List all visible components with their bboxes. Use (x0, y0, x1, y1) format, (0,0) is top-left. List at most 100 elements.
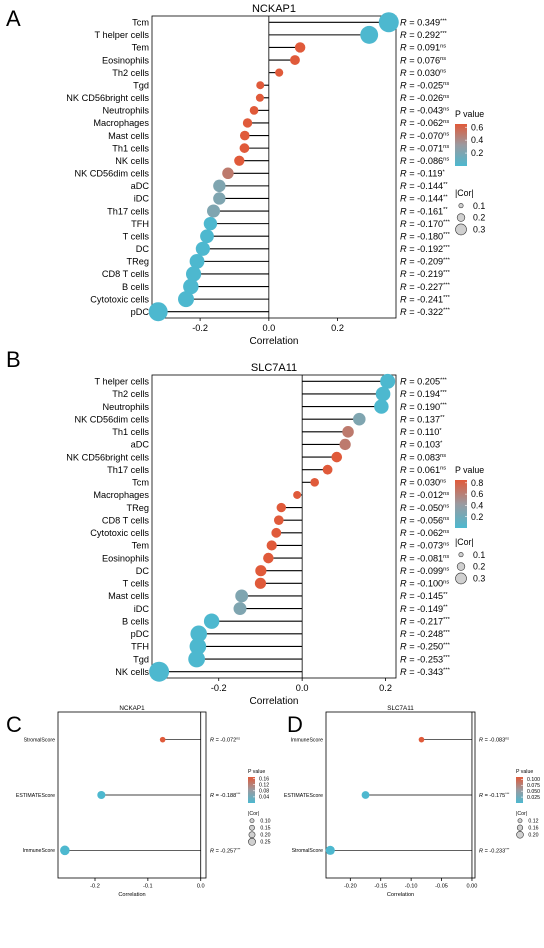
panel-c-cor-legend-label: 0.20 (260, 833, 270, 839)
panel-d-chart: SLC7A11 ImmuneScore R = -0.083ns ESTIMATESc… (284, 705, 540, 898)
panel-c-title: NCKAP1 (119, 705, 145, 712)
panel-b-pvalue-tick-label: 0.6 (471, 489, 483, 499)
panel-c-cor-legend-label: 0.25 (260, 840, 270, 846)
panel-b-point (322, 464, 333, 475)
panel-c-pvalue-tick-label: 0.08 (259, 789, 269, 795)
panel-d-point (418, 736, 425, 743)
panel-a-point (200, 229, 214, 244)
panel-b-x-tick-label: 0.0 (296, 683, 309, 693)
panel-b-cor-legend-dot (458, 552, 464, 558)
panel-c-category-label: StromalScore (24, 737, 56, 743)
panel-a-category-label: Neutrophils (103, 106, 150, 116)
panel-b-cor-legend-label: 0.1 (473, 550, 485, 560)
panel-b-category-label: Tem (132, 541, 150, 551)
panel-a-r-label: R = -0.119* (400, 169, 445, 179)
panel-d-pvalue-colorbar (516, 777, 523, 803)
panel-c-x-tick-label: -0.2 (90, 884, 100, 890)
panel-b-point (233, 602, 247, 616)
panel-d-category-label: StromalScore (292, 848, 324, 854)
panel-c-cor-legend-dot (249, 818, 255, 824)
panel-b-point (266, 540, 277, 551)
panel-b-point (190, 625, 207, 643)
panel-d-r-label: R = -0.083ns (479, 737, 509, 744)
panel-label-d: D (287, 712, 303, 737)
panel-a-category-label: Tem (132, 43, 150, 53)
panel-a-category-label: TReg (127, 257, 149, 267)
panel-a-cor-legend-label: 0.1 (473, 201, 485, 211)
panel-b-pvalue-tick-label: 0.2 (471, 512, 483, 522)
panel-a-r-label: R = 0.292*** (400, 30, 448, 40)
panel-b-point (254, 577, 267, 589)
panel-a-point (255, 93, 264, 102)
panel-b-point (310, 477, 319, 487)
panel-a-cor-legend-title: |Cor| (455, 188, 474, 198)
panel-d-x-tick-label: -0.20 (344, 884, 357, 890)
panel-a-pvalue-colorbar (455, 124, 467, 166)
panel-a-point (239, 130, 250, 141)
panel-b-r-label: R = -0.073ns (400, 541, 449, 551)
panel-a-category-label: CD8 T cells (102, 269, 150, 279)
panel-a-cor-legend-label: 0.2 (473, 213, 485, 223)
panel-b-category-label: NK CD56dim cells (74, 414, 149, 424)
panel-a-r-label: R = -0.070ns (400, 131, 449, 141)
panel-label-a: A (6, 6, 21, 31)
panel-a-r-label: R = 0.030ns (400, 68, 446, 78)
panel-b-title: SLC7A11 (251, 362, 297, 374)
panel-c-pvalue-tick-label: 0.04 (259, 795, 269, 801)
panel-b-r-label: R = 0.110* (400, 427, 442, 437)
panel-a-pvalue-legend-title: P value (455, 109, 484, 119)
panel-b-r-label: R = 0.103* (400, 440, 443, 450)
panel-d-cor-legend-dot (516, 824, 524, 831)
panel-c-pvalue-tick-label: 0.12 (259, 782, 269, 788)
panel-d-pvalue-legend-title: P value (516, 769, 533, 775)
panel-a-point (378, 12, 399, 33)
panel-a-r-label: R = -0.086ns (400, 156, 449, 166)
panel-b-category-label: Eosinophils (102, 553, 149, 563)
panel-b-cor-legend-dot (455, 572, 467, 585)
panel-d-x-tick-label: 0.00 (467, 884, 478, 890)
panel-b-r-label: R = -0.145** (400, 591, 448, 601)
panel-c-cor-legend-dot (248, 837, 256, 846)
panel-b-cor-legend-title: |Cor| (455, 537, 474, 547)
panel-b-category-label: Th17 cells (107, 465, 149, 475)
panel-a-x-tick-label: -0.2 (192, 323, 208, 333)
panel-c-x-tick-label: 0.0 (197, 884, 205, 890)
panel-a-category-label: Th2 cells (112, 68, 149, 78)
panel-a-r-label: R = -0.025ns (400, 80, 449, 90)
panel-a-point (213, 179, 226, 193)
panel-a-r-label: R = -0.219*** (400, 269, 451, 279)
panel-c-x-axis-label: Correlation (118, 892, 145, 898)
panel-a-r-label: R = -0.180*** (400, 231, 451, 241)
panel-b-point (271, 527, 282, 538)
panel-a-cor-legend-dot (458, 203, 464, 209)
panel-b-point (342, 426, 354, 438)
panel-b-category-label: pDC (131, 629, 150, 639)
panel-c-cor-legend-label: 0.10 (260, 819, 270, 825)
panel-a-r-label: R = -0.161** (400, 206, 448, 216)
panel-a-category-label: NK CD56bright cells (66, 93, 149, 103)
panel-a-r-label: R = -0.144** (400, 194, 448, 204)
panel-d-x-tick-label: -0.05 (435, 884, 448, 890)
panel-d-cor-legend-label: 0.20 (528, 833, 538, 839)
panel-a-point (195, 241, 210, 256)
panel-a-r-label: R = -0.062ns (400, 118, 449, 128)
panel-a-point (148, 302, 168, 322)
panel-a-point (256, 81, 265, 90)
panel-b-category-label: Tcm (132, 478, 149, 488)
panel-a-category-label: DC (136, 244, 150, 254)
panel-b-point (203, 613, 220, 629)
panel-a-pvalue-tick-label: 0.2 (471, 148, 483, 158)
panel-b-point (331, 451, 343, 463)
panel-b-r-label: R = -0.099ns (400, 566, 449, 576)
panel-a-category-label: TFH (131, 219, 149, 229)
panel-d-cor-legend-label: 0.16 (528, 826, 538, 832)
panel-a-category-label: Th17 cells (107, 206, 149, 216)
panel-b-x-axis-label: Correlation (250, 696, 299, 707)
panel-a-category-label: Cytotoxic cells (90, 294, 149, 304)
panel-b-category-label: CD8 T cells (102, 515, 150, 525)
panel-c-cor-legend-label: 0.15 (260, 826, 270, 832)
panel-d-cor-legend-dot (516, 831, 524, 839)
panel-a-cor-legend-label: 0.3 (473, 225, 485, 235)
panel-d-x-axis-label: Correlation (387, 892, 414, 898)
panel-a-r-label: R = -0.026ns (400, 93, 449, 103)
